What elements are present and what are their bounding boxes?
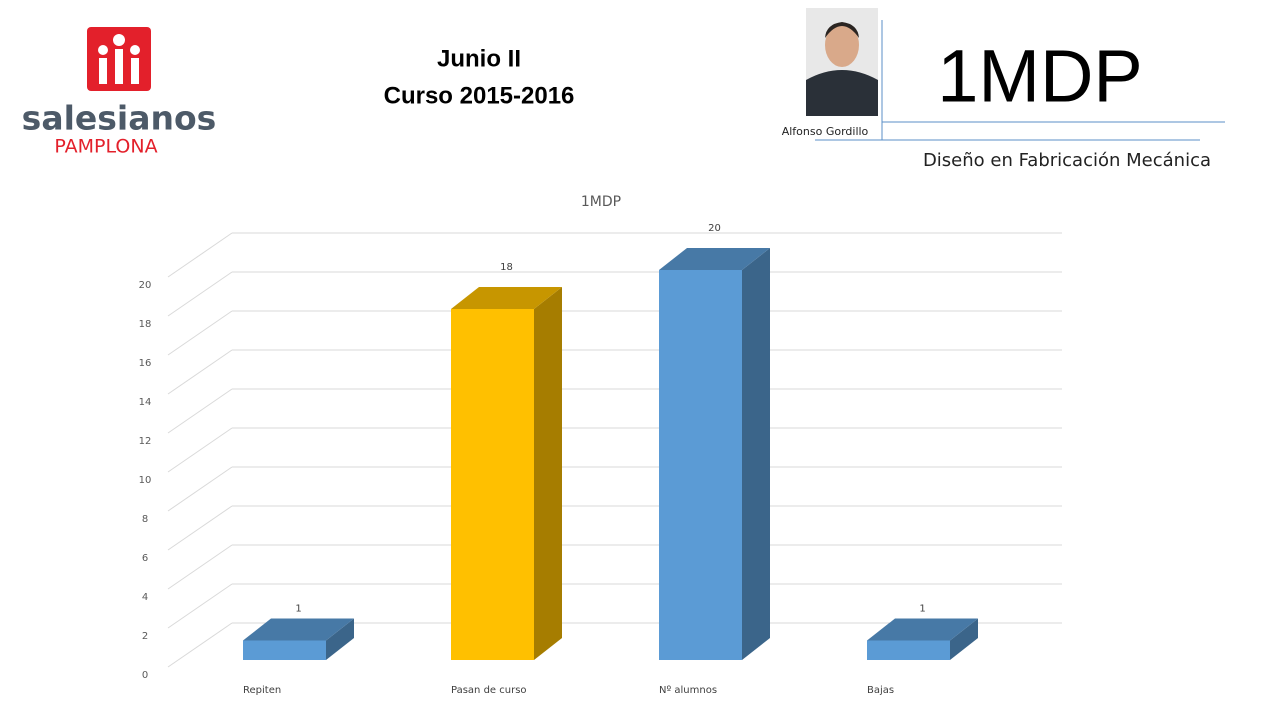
y-tick-label: 12 bbox=[139, 436, 152, 447]
grid-line bbox=[167, 427, 233, 473]
value-label: 1 bbox=[295, 604, 301, 615]
bar-top bbox=[867, 618, 978, 641]
person-photo bbox=[806, 8, 878, 116]
course-name: Diseño en Fabricación Mecánica bbox=[923, 150, 1211, 171]
y-tick-label: 2 bbox=[142, 631, 148, 642]
y-tick-label: 4 bbox=[142, 592, 148, 603]
bar-top bbox=[243, 618, 354, 641]
grid-line bbox=[167, 622, 233, 668]
course-code: 1MDP bbox=[937, 35, 1143, 118]
bar-side bbox=[326, 618, 354, 660]
logo-city: PAMPLONA bbox=[54, 136, 157, 158]
grid-line bbox=[167, 583, 233, 629]
grid-line bbox=[167, 349, 233, 395]
y-tick-label: 8 bbox=[142, 514, 148, 525]
y-tick-label: 10 bbox=[139, 475, 152, 486]
bar bbox=[243, 640, 326, 660]
grid-line bbox=[167, 310, 233, 356]
y-tick-label: 16 bbox=[139, 358, 152, 369]
x-tick-label: Repiten bbox=[243, 685, 281, 696]
grid-line bbox=[167, 505, 233, 551]
bar-top bbox=[451, 287, 562, 309]
logo-figures bbox=[98, 34, 140, 84]
bar bbox=[451, 309, 534, 660]
x-tick-label: Pasan de curso bbox=[451, 685, 527, 696]
grid-line bbox=[167, 388, 233, 434]
logo-name: salesianos bbox=[22, 99, 217, 138]
value-label: 1 bbox=[919, 604, 925, 615]
y-tick-label: 14 bbox=[139, 397, 152, 408]
value-label: 18 bbox=[500, 262, 513, 273]
y-tick-label: 18 bbox=[139, 319, 152, 330]
bar-side bbox=[534, 287, 562, 660]
x-tick-label: Nº alumnos bbox=[659, 685, 717, 696]
y-tick-label: 0 bbox=[142, 670, 148, 681]
title-line: Junio II bbox=[437, 45, 521, 72]
bar bbox=[659, 270, 742, 660]
grid-line bbox=[167, 544, 233, 590]
grid-line bbox=[167, 232, 233, 278]
bar-side bbox=[950, 618, 978, 660]
x-tick-label: Bajas bbox=[867, 685, 894, 696]
title-line: Curso 2015-2016 bbox=[384, 82, 575, 109]
value-label: 20 bbox=[708, 223, 721, 234]
bar-top bbox=[659, 248, 770, 270]
chart-title: 1MDP bbox=[581, 194, 621, 210]
bar bbox=[867, 640, 950, 660]
grid-line bbox=[167, 466, 233, 512]
grid-line bbox=[167, 271, 233, 317]
bar-side bbox=[742, 248, 770, 660]
y-tick-label: 20 bbox=[139, 280, 152, 291]
logo: salesianos PAMPLONA bbox=[22, 27, 217, 158]
y-tick-label: 6 bbox=[142, 553, 148, 564]
person-name: Alfonso Gordillo bbox=[782, 125, 869, 138]
chart: 0 2 4 6 8 10 12 14 16 18 20 1 Repiten 18 Pasan de curs… bbox=[139, 223, 1062, 696]
